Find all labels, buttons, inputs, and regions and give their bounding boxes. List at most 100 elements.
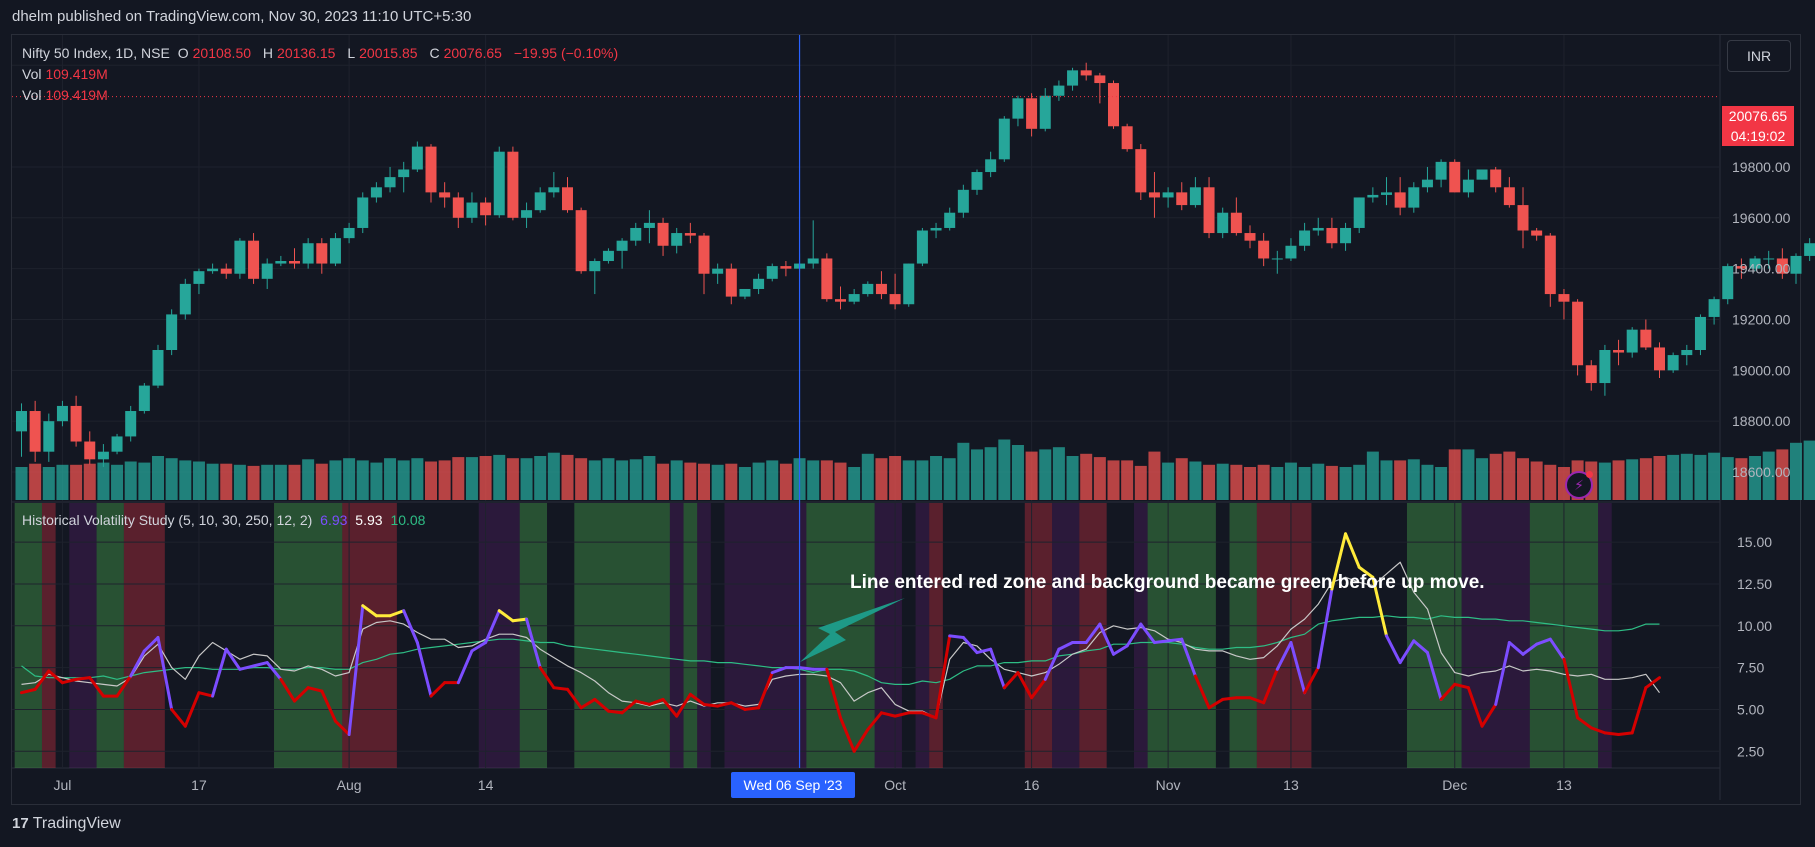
volume-bar [343,458,356,500]
volume-bar [916,460,929,500]
hv-5-segment [1521,642,1539,656]
candle-body [1367,194,1379,198]
hv-30-line [21,615,1660,686]
hv-5-segment [129,649,146,678]
hv-5-segment [1494,641,1511,706]
hv-5-segment [1030,677,1047,700]
hv-5-segment [852,728,870,753]
hv-5-segment [224,647,242,671]
volume-bar [1626,459,1639,500]
hv-5-segment [347,604,365,737]
hv-5-segment [893,711,911,718]
hv-5-segment [306,686,324,693]
hv-zone-purple [915,503,930,768]
candle-body [1394,192,1406,208]
volume-bar [643,456,656,500]
volume-bar [1312,463,1325,500]
hv-5-segment [1275,641,1293,671]
vol-label[interactable]: Vol [22,66,42,82]
volume-bar [766,460,779,500]
hv-5-segment [1303,666,1320,695]
annotation-text[interactable]: Line entered red zone and background bec… [850,572,1485,593]
vol-label[interactable]: Vol [22,87,42,103]
candle-body [1531,230,1543,236]
volume-bar [438,460,451,500]
volume-bar [520,458,533,500]
volume-bar [56,464,69,500]
candle-body [998,118,1010,160]
annotation-arrow [800,598,905,662]
currency-button[interactable]: INR [1727,40,1791,72]
candle-body [1640,329,1652,348]
candle-body [698,235,710,274]
hv-5-segment [1043,647,1061,681]
hv-5-segment [1466,686,1484,728]
hv-5-segment [197,691,215,698]
candle-body [630,227,642,241]
volume-bar [384,458,397,500]
candle-body [944,212,956,228]
candle-body [739,288,751,297]
volume-bar [1107,460,1120,500]
candle-body [56,405,68,422]
hv-5-segment [798,666,815,671]
volume-bar [1448,449,1461,500]
candle-body [1667,355,1679,371]
hv-5-segment [1425,651,1443,701]
hv-5-segment [33,669,51,691]
candle-body [780,266,792,269]
candle-body [684,233,696,236]
hv-5-segment [1002,671,1020,690]
hv-axis-label: 5.00 [1737,701,1764,717]
volume-bar [83,463,96,500]
candle-body [821,258,833,300]
hv-5-segment [1316,587,1334,670]
candle-body [1217,212,1229,234]
candle-body [1503,187,1515,206]
candle-body [1162,192,1174,198]
candle-body [534,192,546,211]
hv-5-segment [470,641,488,653]
candle-body [248,240,260,279]
lightning-icon[interactable]: ⚡ [1565,471,1593,499]
hv-5-segment [388,609,406,618]
time-axis-label: 13 [1283,777,1299,793]
candle-body [1435,161,1447,180]
volume-bar [1517,458,1529,500]
candle-body [957,189,969,213]
volume-bar [1489,453,1502,500]
candle-body [1626,329,1638,353]
candle-body [807,258,819,264]
candle-body [521,210,533,218]
candle-body [111,436,123,452]
volume-bar [1380,460,1393,500]
hv-5-segment [511,617,529,623]
hv-5-segment [1248,696,1266,705]
candle-body [425,146,437,193]
volume-bar [1052,447,1065,500]
low-value: 20015.85 [359,45,418,61]
candle-body [562,187,573,211]
candle-body [1735,266,1747,269]
hv-5-segment [415,641,433,698]
tradingview-logo[interactable]: 17 TradingView [12,815,121,833]
hv-5-segment [1084,622,1102,645]
volume-bar [534,456,547,500]
hv-zone-red [1024,503,1053,768]
volume-bar [698,463,710,500]
hv-5-segment [293,686,310,703]
candle-body [1421,179,1433,188]
hv-5-segment [47,669,64,685]
candle-body [1258,240,1270,259]
hv-5-segment [183,691,201,728]
candle-body [493,151,505,216]
candle-body [1804,243,1815,256]
candle-body [1053,85,1065,96]
candle-body [138,385,150,412]
volume-bar [192,461,205,500]
hv-title[interactable]: Historical Volatility Study (5, 10, 30, … [22,512,313,528]
symbol-title[interactable]: Nifty 50 Index, 1D, NSE [22,45,170,61]
hv-5-segment [1357,565,1375,579]
hv-5-segment [1262,667,1279,705]
